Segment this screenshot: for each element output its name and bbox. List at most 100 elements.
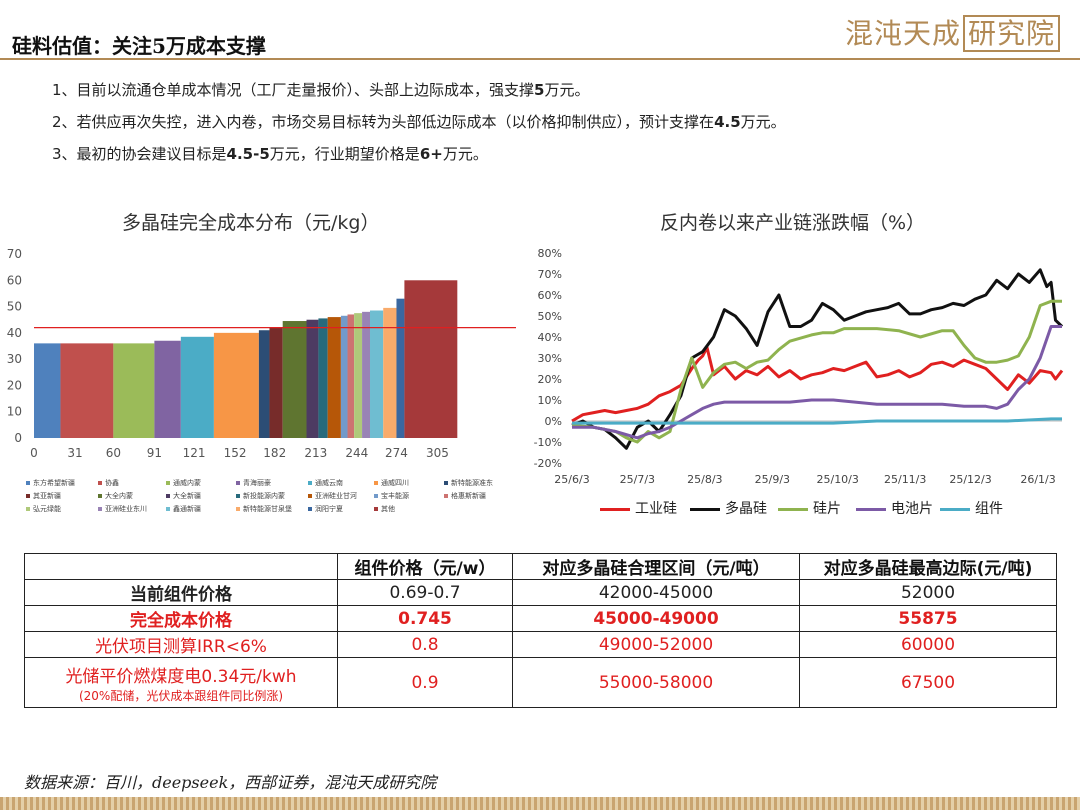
x-tick-label: 25/7/3	[620, 473, 655, 486]
legend-label: 宝丰能源	[381, 492, 409, 500]
table-row: 当前组件价格 0.69-0.7 42000-45000 52000	[24, 579, 1057, 606]
legend-item: 硅片	[778, 498, 841, 518]
legend-label: 组件	[975, 501, 1003, 517]
legend-swatch	[166, 507, 170, 511]
legend-swatch	[98, 481, 102, 485]
legend-item: 鑫通新疆	[166, 504, 201, 514]
legend-swatch	[374, 507, 378, 511]
page-title: 硅料估值：关注5万成本支撑	[12, 34, 266, 58]
legend-label: 电池片	[891, 501, 933, 517]
table-row-label-note: (20%配储，光伏成本跟组件同比例涨)	[78, 688, 284, 703]
legend-label: 通威云南	[315, 479, 343, 487]
series-line-4	[572, 325, 1062, 440]
bar	[213, 332, 259, 438]
legend-label: 大全新疆	[173, 492, 201, 500]
y-tick-label: -20%	[534, 457, 562, 470]
legend-swatch	[308, 507, 312, 511]
table-header-cell: 对应多晶硅最高边际(元/吨)	[799, 553, 1057, 580]
bar	[269, 327, 283, 438]
legend-label: 工业硅	[635, 501, 677, 517]
data-source: 数据来源：百川，deepseek，西部证券，混沌天成研究院	[24, 773, 437, 792]
legend-item: 东方希望新疆	[26, 478, 75, 488]
legend-swatch	[98, 507, 102, 511]
y-tick-label: 60	[7, 273, 22, 287]
legend-swatch	[26, 507, 30, 511]
x-tick-label: 244	[345, 446, 368, 460]
legend-swatch	[308, 481, 312, 485]
logo-text: 混沌天成	[845, 17, 962, 50]
table-header-cell	[24, 553, 338, 580]
legend-label: 新投能源内蒙	[243, 492, 285, 500]
legend-item: 其亚新疆	[26, 491, 61, 501]
y-tick-label: -10%	[534, 436, 562, 449]
legend-label: 亚洲硅业东川	[105, 505, 147, 513]
y-tick-label: 50%	[538, 310, 562, 323]
legend-item: 新投能源内蒙	[236, 491, 285, 501]
legend-label: 润阳宁夏	[315, 505, 343, 513]
table-cell: 0.69-0.7	[337, 579, 513, 606]
legend-item: 协鑫	[98, 478, 119, 488]
table-row-label: 当前组件价格	[24, 579, 338, 606]
bar	[347, 314, 355, 438]
legend-item: 多晶硅	[690, 498, 767, 518]
table-cell: 49000-52000	[512, 631, 800, 658]
legend-item: 新特能源准东	[444, 478, 493, 488]
legend-swatch	[26, 481, 30, 485]
legend-label: 东方希望新疆	[33, 479, 75, 487]
x-tick-label: 213	[304, 446, 327, 460]
legend-swatch	[308, 494, 312, 498]
table-row: 完全成本价格 0.745 45000-49000 55875	[24, 605, 1057, 632]
brand-logo: 混沌天成 研究院	[845, 12, 1061, 52]
legend-swatch	[26, 494, 30, 498]
legend-item: 青海丽豪	[236, 478, 271, 488]
legend-item: 格惠斯新疆	[444, 491, 486, 501]
x-tick-label: 26/1/3	[1020, 473, 1055, 486]
legend-label: 鑫通新疆	[173, 505, 201, 513]
x-tick-label: 25/11/3	[884, 473, 926, 486]
table-cell: 67500	[799, 657, 1057, 708]
legend-item: 其他	[374, 504, 395, 514]
y-tick-label: 30	[7, 352, 22, 366]
y-tick-label: 80%	[538, 247, 562, 260]
x-tick-label: 60	[106, 446, 121, 460]
table-cell: 0.745	[337, 605, 513, 632]
title-divider	[0, 58, 1080, 60]
table-cell: 0.8	[337, 631, 513, 658]
legend-label: 青海丽豪	[243, 479, 271, 487]
table-cell: 42000-45000	[512, 579, 800, 606]
y-tick-label: 10	[7, 405, 22, 419]
legend-item: 弘元绿能	[26, 504, 61, 514]
x-tick-label: 25/12/3	[949, 473, 991, 486]
series-line-1	[571, 346, 1064, 423]
legend-label: 多晶硅	[725, 501, 767, 517]
legend-item: 组件	[940, 498, 1003, 518]
bullet-3: 3、最初的协会建议目标是4.5-5万元，行业期望价格是6+万元。	[52, 145, 488, 163]
series-line-2	[571, 268, 1064, 450]
table-cell: 55000-58000	[512, 657, 800, 708]
legend-item: 通威云南	[308, 478, 343, 488]
legend-swatch	[444, 494, 448, 498]
table-row: 光储平价燃煤度电0.34元/kwh (20%配储，光伏成本跟组件同比例涨) 0.9…	[24, 657, 1057, 708]
bar	[154, 340, 181, 438]
x-tick-label: 25/10/3	[816, 473, 858, 486]
x-tick-label: 25/9/3	[755, 473, 790, 486]
legend-label: 大全内蒙	[105, 492, 133, 500]
bar	[362, 311, 371, 438]
x-tick-label: 152	[224, 446, 247, 460]
bar	[34, 343, 61, 438]
x-tick-label: 182	[263, 446, 286, 460]
legend-swatch	[98, 494, 102, 498]
legend-label: 格惠斯新疆	[451, 492, 486, 500]
bar	[340, 315, 348, 438]
legend-label: 通威四川	[381, 479, 409, 487]
valuation-table: 组件价格（元/w） 对应多晶硅合理区间（元/吨） 对应多晶硅最高边际(元/吨) …	[24, 553, 1057, 708]
table-row: 光伏项目测算IRR<6% 0.8 49000-52000 60000	[24, 631, 1057, 658]
legend-swatch	[374, 481, 378, 485]
bar	[258, 330, 270, 438]
legend-item: 宝丰能源	[374, 491, 409, 501]
y-tick-label: 20%	[538, 373, 562, 386]
bullet-2: 2、若供应再次失控，进入内卷，市场交易目标转为头部低边际成本（以价格抑制供应），…	[52, 113, 786, 131]
y-tick-label: 40%	[538, 331, 562, 344]
legend-label: 通威内蒙	[173, 479, 201, 487]
x-tick-label: 25/6/3	[554, 473, 589, 486]
